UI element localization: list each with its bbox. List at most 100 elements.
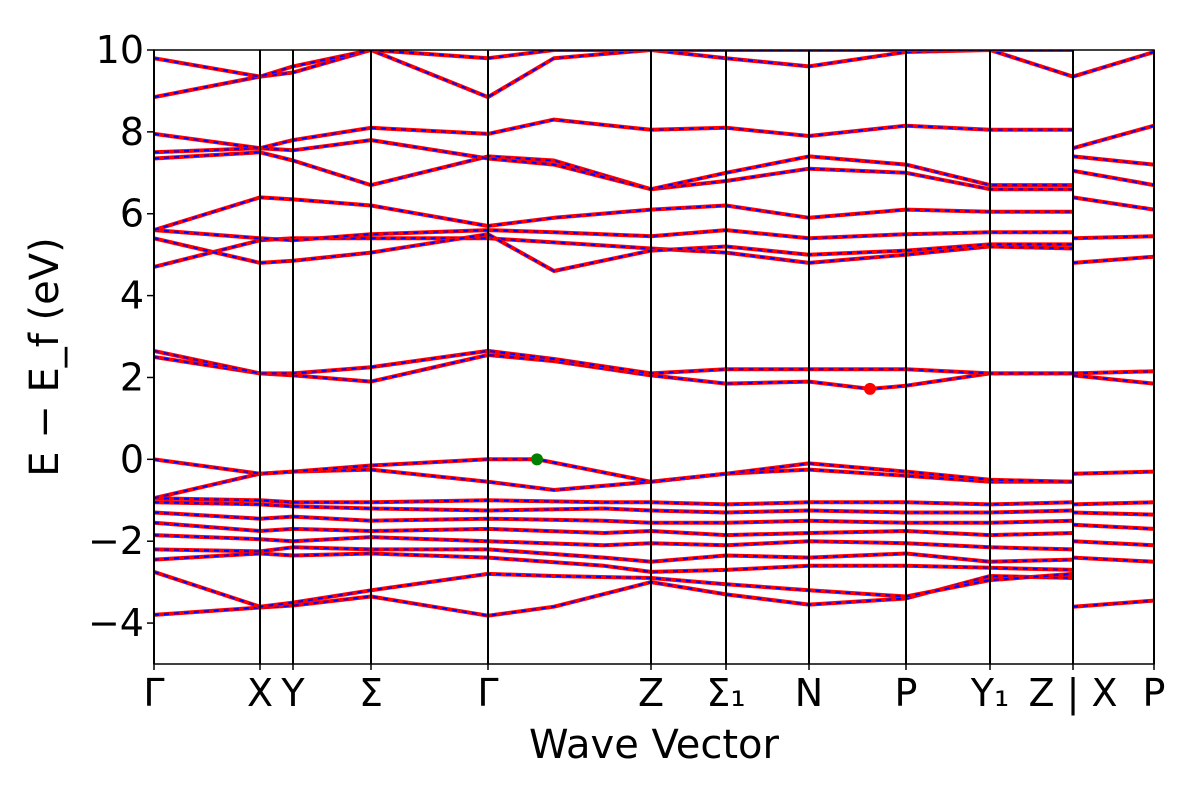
band-dash bbox=[154, 521, 1074, 537]
band-dash bbox=[1072, 540, 1154, 547]
band-5 bbox=[154, 520, 1074, 538]
band-1 bbox=[154, 569, 1074, 609]
band-31 bbox=[1072, 469, 1154, 476]
band-7 bbox=[154, 500, 1074, 515]
band-4 bbox=[154, 533, 1074, 552]
band-35 bbox=[1072, 539, 1154, 548]
x-axis-ticks: Γ X Y Σ Γ Z Σ₁ N P Y₁ Z | X P bbox=[143, 664, 1165, 716]
y-tick-label: 8 bbox=[120, 110, 144, 154]
band-line bbox=[154, 195, 1073, 233]
band-dash bbox=[1072, 169, 1154, 187]
band-25 bbox=[1072, 168, 1154, 188]
x-tick-label: P bbox=[1143, 671, 1166, 715]
band-26 bbox=[1072, 195, 1154, 212]
x-tick-label: X bbox=[247, 671, 273, 715]
band-16 bbox=[154, 195, 1073, 233]
band-28 bbox=[1072, 254, 1154, 265]
band-dash bbox=[1072, 511, 1154, 516]
x-tick-label: Y₁ bbox=[970, 671, 1009, 715]
bands-layer bbox=[154, 50, 1154, 618]
band-dash bbox=[154, 229, 1073, 242]
band-dash bbox=[154, 151, 1073, 191]
x-tick-label: Y bbox=[280, 671, 305, 715]
band-dash bbox=[154, 468, 1073, 500]
band-dash bbox=[1072, 523, 1154, 530]
band-29 bbox=[1072, 369, 1154, 376]
y-tick-label: 6 bbox=[120, 192, 144, 236]
band-dash bbox=[1072, 51, 1154, 78]
band-dash bbox=[154, 237, 1074, 268]
x-tick-label: Z bbox=[638, 671, 664, 715]
band-33 bbox=[1072, 510, 1154, 517]
band-19 bbox=[154, 117, 1073, 151]
band-6 bbox=[154, 510, 1074, 525]
band-22 bbox=[1072, 50, 1154, 79]
band-line bbox=[154, 574, 1074, 618]
band-14 bbox=[154, 232, 1073, 273]
band-line bbox=[154, 50, 1073, 79]
band-dash bbox=[154, 349, 1073, 375]
x-tick-label: N bbox=[795, 671, 823, 715]
band-line bbox=[154, 117, 1073, 151]
band-dash bbox=[1072, 255, 1154, 264]
band-dash bbox=[154, 233, 1073, 273]
band-dash bbox=[154, 534, 1074, 551]
band-dash bbox=[154, 546, 1074, 563]
y-tick-label: 2 bbox=[120, 355, 144, 399]
cbm-marker bbox=[864, 382, 876, 395]
band-24 bbox=[1072, 154, 1154, 167]
plot-frame bbox=[153, 49, 1155, 665]
y-tick-label: −2 bbox=[88, 519, 144, 563]
band-line bbox=[154, 50, 1074, 100]
y-tick-label: 4 bbox=[120, 274, 144, 318]
x-tick-label: Z | X bbox=[1028, 671, 1117, 716]
band-23 bbox=[1072, 123, 1154, 151]
band-dash bbox=[154, 497, 1074, 506]
band-34 bbox=[1072, 522, 1154, 531]
y-tick-label: 10 bbox=[96, 28, 144, 72]
x-tick-label: Γ bbox=[477, 671, 498, 715]
band-dash bbox=[1072, 556, 1154, 563]
y-tick-label: 0 bbox=[120, 437, 144, 481]
band-37 bbox=[1072, 598, 1154, 609]
x-tick-label: P bbox=[895, 671, 918, 715]
band-8 bbox=[154, 496, 1074, 507]
band-dash bbox=[154, 139, 1073, 191]
band-2 bbox=[154, 551, 1074, 574]
band-32 bbox=[1072, 500, 1154, 507]
band-0 bbox=[154, 574, 1074, 618]
band-27 bbox=[1072, 234, 1154, 241]
band-dash bbox=[154, 501, 1074, 514]
band-36 bbox=[1072, 555, 1154, 564]
band-dash bbox=[154, 552, 1074, 573]
band-dash bbox=[1072, 470, 1154, 475]
x-tick-label: Σ₁ bbox=[706, 671, 745, 715]
band-dash bbox=[154, 458, 1074, 483]
band-dash bbox=[1072, 374, 1154, 385]
band-dash bbox=[1072, 196, 1154, 211]
markers-layer bbox=[531, 382, 876, 466]
band-15 bbox=[154, 228, 1073, 243]
band-dash bbox=[1072, 501, 1154, 506]
y-axis-label: E − E_f (eV) bbox=[22, 237, 68, 476]
band-3 bbox=[154, 545, 1074, 564]
y-tick-label: −4 bbox=[88, 601, 144, 645]
x-axis-label: Wave Vector bbox=[529, 722, 780, 768]
band-10 bbox=[154, 457, 1074, 484]
band-dash bbox=[154, 118, 1073, 150]
band-12 bbox=[154, 348, 1073, 376]
band-30 bbox=[1072, 373, 1154, 386]
band-21 bbox=[154, 50, 1073, 79]
band-dash bbox=[154, 574, 1074, 617]
band-dash bbox=[154, 570, 1074, 608]
band-dash bbox=[1072, 599, 1154, 608]
band-line bbox=[154, 138, 1073, 192]
y-axis-ticks: −4 −2 0 2 4 6 8 10 bbox=[88, 28, 154, 645]
band-dash bbox=[1072, 370, 1154, 375]
band-dash bbox=[1072, 124, 1154, 150]
band-dash bbox=[1072, 235, 1154, 240]
x-tick-label: Σ bbox=[359, 671, 383, 715]
x-tick-label: Γ bbox=[143, 671, 164, 715]
vbm-marker bbox=[531, 453, 543, 466]
